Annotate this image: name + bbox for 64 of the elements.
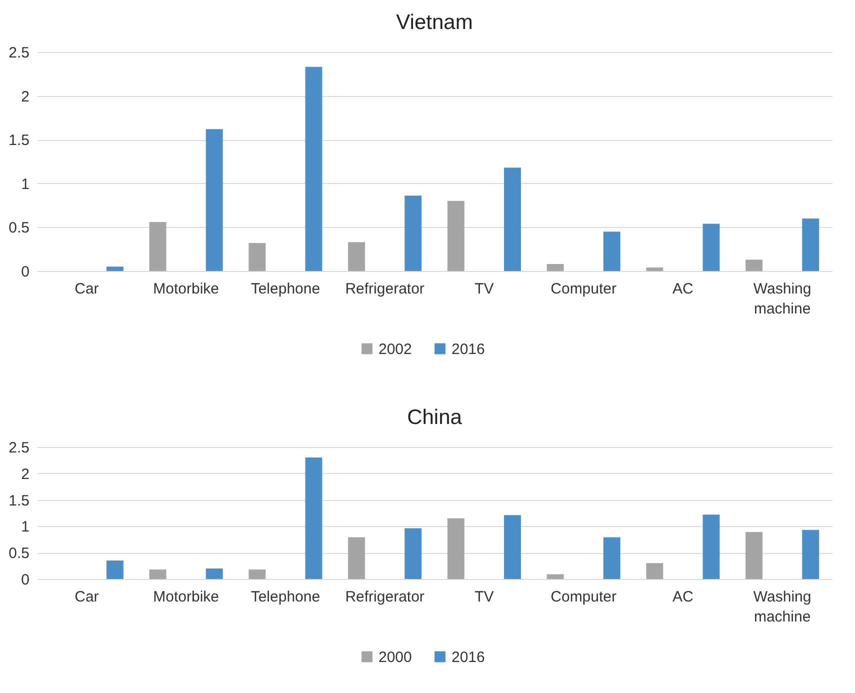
y-tick-label: 0.5 [8,220,30,237]
x-tick-label: Computer [550,280,616,298]
bar [348,242,366,271]
bar [248,242,266,271]
bar [447,200,464,271]
y-tick-label: 1.5 [8,492,30,510]
chart-title: China [407,406,462,429]
x-tick-label: Car [74,588,99,606]
x-tick-label: Computer [550,588,616,606]
bar [348,537,366,579]
y-tick-label: 1 [21,518,30,536]
bar [702,514,720,579]
y-tick-label: 0 [21,264,30,280]
legend-label: 2000 [378,648,412,666]
bar [504,515,521,579]
x-tick-label: Refrigerator [345,588,424,606]
bar [404,528,422,579]
x-tick-label: TV [474,588,494,606]
y-tick-label: 2.5 [8,44,30,62]
y-tick-label: 1 [21,176,30,193]
bar [746,260,763,271]
bar [603,232,620,271]
bar [447,518,464,579]
x-tick-label: TV [474,280,494,298]
bar [546,264,564,271]
y-tick-label: 2 [21,466,30,483]
bar [206,568,223,579]
legend-label: 2002 [378,340,412,358]
bar [802,530,820,579]
bar [305,66,322,271]
bar [504,168,521,271]
x-tick-label: Motorbike [153,588,219,606]
bar [149,222,166,271]
y-tick-label: 2 [21,88,30,106]
x-tick-label: Washing machine [753,588,812,626]
bar [702,224,720,271]
x-tick-label: AC [672,588,694,606]
x-tick-label: Car [74,280,99,298]
x-tick-label: Refrigerator [345,280,424,298]
x-tick-label: Telephone [250,280,320,298]
legend-label: 2016 [452,340,485,358]
chart-title: Vietnam [396,11,473,34]
x-tick-label: Washing machine [753,280,812,318]
bar [106,266,124,271]
x-tick-label: AC [672,280,694,298]
bar [248,569,266,579]
legend-label: 2016 [452,648,485,666]
bar [646,563,664,579]
bar [603,537,620,579]
x-tick-label: Motorbike [153,280,219,298]
y-tick-label: 1.5 [8,132,30,150]
bar [305,458,322,579]
y-tick-label: 0 [21,572,30,588]
y-tick-label: 2.5 [8,440,30,456]
bar [206,129,223,271]
bar [802,218,820,271]
bar [404,196,422,271]
bar [106,560,124,579]
bar [149,569,166,579]
y-tick-label: 0.5 [8,545,30,562]
bar [546,574,564,579]
bar [746,532,763,579]
x-tick-label: Telephone [250,588,320,606]
bar [646,267,664,271]
